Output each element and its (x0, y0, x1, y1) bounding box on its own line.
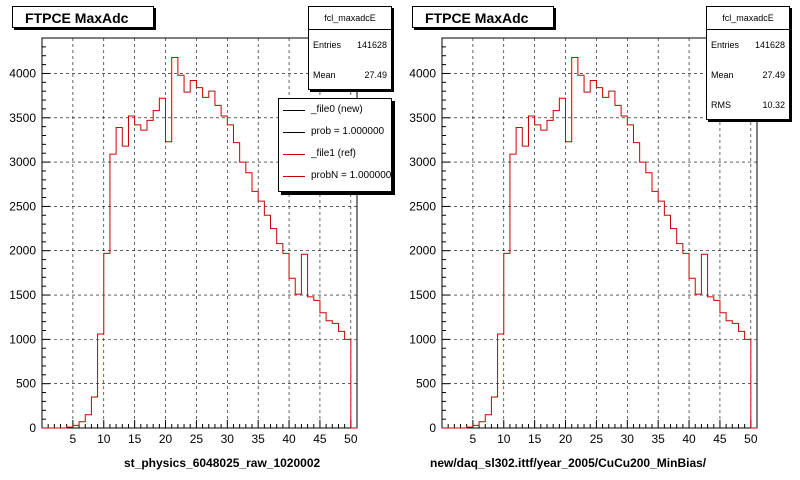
left-x-tick-label: 45 (313, 432, 327, 446)
left-y-tick-label: 3500 (9, 111, 36, 125)
left-x-tick-label: 10 (97, 432, 111, 446)
left-legend: _file0 (new) prob = 1.000000 _file1 (ref… (278, 98, 392, 192)
left-stats-entries-row: Entries 141628 (309, 30, 391, 60)
right-x-tick-label: 40 (682, 432, 696, 446)
legend-label-file0: _file0 (new) (311, 104, 363, 115)
left-stats-box: fcl_maxadcE Entries 141628 Mean 27.49 (308, 6, 392, 90)
right-stats-mean-row: Mean 27.49 (707, 60, 789, 90)
left-stats-mean-label: Mean (313, 70, 336, 80)
legend-entry-file1: _file1 (ref) (279, 143, 391, 165)
right-x-tick-label: 5 (470, 432, 477, 446)
legend-label-prob: prob = 1.000000 (311, 126, 385, 137)
right-stats-mean-value: 27.49 (762, 70, 785, 80)
right-x-tick-label: 45 (713, 432, 727, 446)
left-histogram-line (42, 57, 357, 429)
right-x-tick-label: 30 (621, 432, 635, 446)
right-y-tick-label: 4000 (409, 66, 436, 80)
left-y-tick-label: 4000 (9, 66, 36, 80)
legend-entry-file0: _file0 (new) (279, 99, 391, 121)
left-x-tick-label: 20 (159, 432, 173, 446)
right-x-tick-label: 10 (497, 432, 511, 446)
right-y-tick-label: 1500 (409, 288, 436, 302)
left-x-tick-label: 35 (251, 432, 265, 446)
legend-swatch-red (283, 154, 305, 155)
right-x-tick-label: 25 (590, 432, 604, 446)
right-title-box: FTPCE MaxAdc (412, 6, 554, 28)
right-stats-rms-value: 10.32 (762, 100, 785, 110)
right-y-tick-label: 3000 (409, 155, 436, 169)
right-stats-rms-row: RMS 10.32 (707, 90, 789, 120)
right-stats-name: fcl_maxadcE (707, 7, 789, 30)
left-x-tick-label: 25 (190, 432, 204, 446)
left-chart-title: FTPCE MaxAdc (25, 10, 129, 26)
right-y-tick-label: 500 (416, 377, 436, 391)
right-stats-entries-label: Entries (711, 40, 740, 50)
right-y-tick-label: 2000 (409, 244, 436, 258)
left-stats-entries-value: 141628 (356, 40, 387, 50)
left-y-tick-label: 3000 (9, 155, 36, 169)
right-chart: 5 10 15 20 25 30 35 40 45 50050010001500200025003… (409, 37, 758, 446)
right-x-tick-label: 50 (744, 432, 758, 446)
left-plot-frame (41, 37, 358, 429)
left-title-box: FTPCE MaxAdc (12, 6, 154, 28)
right-stats-rms-label: RMS (711, 100, 731, 110)
right-x-tick-label: 35 (651, 432, 665, 446)
legend-entry-prob: prob = 1.000000 (279, 121, 391, 143)
legend-entry-probn: probN = 1.000000 (279, 165, 391, 187)
left-x-tick-label: 30 (221, 432, 235, 446)
left-stats-mean-value: 27.49 (364, 70, 387, 80)
left-stats-entries-label: Entries (313, 40, 342, 50)
legend-swatch-black (283, 110, 305, 111)
right-stats-entries-row: Entries 141628 (707, 30, 789, 60)
right-y-tick-label: 3500 (409, 111, 436, 125)
right-x-tick-label: 15 (528, 432, 542, 446)
right-stats-mean-label: Mean (711, 70, 734, 80)
legend-swatch-red (283, 176, 305, 177)
right-y-tick-label: 2500 (409, 199, 436, 213)
right-y-tick-label: 1000 (409, 332, 436, 346)
left-y-tick-label: 0 (29, 421, 36, 435)
legend-label-probn: probN = 1.000000 (311, 170, 392, 181)
legend-label-file1: _file1 (ref) (311, 148, 357, 159)
right-stats-box: fcl_maxadcE Entries 141628 Mean 27.49 RM… (706, 6, 790, 120)
left-y-tick-label: 2000 (9, 244, 36, 258)
right-plot-frame (441, 37, 758, 429)
left-x-tick-label: 15 (128, 432, 142, 446)
left-x-tick-label: 50 (344, 432, 358, 446)
right-y-tick-label: 0 (429, 421, 436, 435)
left-stats-mean-row: Mean 27.49 (309, 60, 391, 90)
left-y-tick-label: 500 (16, 377, 36, 391)
left-x-axis-label: st_physics_6048025_raw_1020002 (124, 456, 321, 470)
left-y-tick-label: 1500 (9, 288, 36, 302)
right-x-axis-label: new/daq_sl302.ittf/year_2005/CuCu200_Min… (430, 456, 707, 470)
right-stats-entries-value: 141628 (754, 40, 785, 50)
left-x-tick-label: 5 (70, 432, 77, 446)
right-histogram-line (442, 57, 757, 429)
right-x-tick-label: 20 (559, 432, 573, 446)
legend-swatch-black (283, 132, 305, 133)
left-y-tick-label: 2500 (9, 199, 36, 213)
left-stats-name: fcl_maxadcE (309, 7, 391, 30)
left-x-tick-label: 40 (282, 432, 296, 446)
left-y-tick-label: 1000 (9, 332, 36, 346)
right-chart-title: FTPCE MaxAdc (425, 10, 529, 26)
